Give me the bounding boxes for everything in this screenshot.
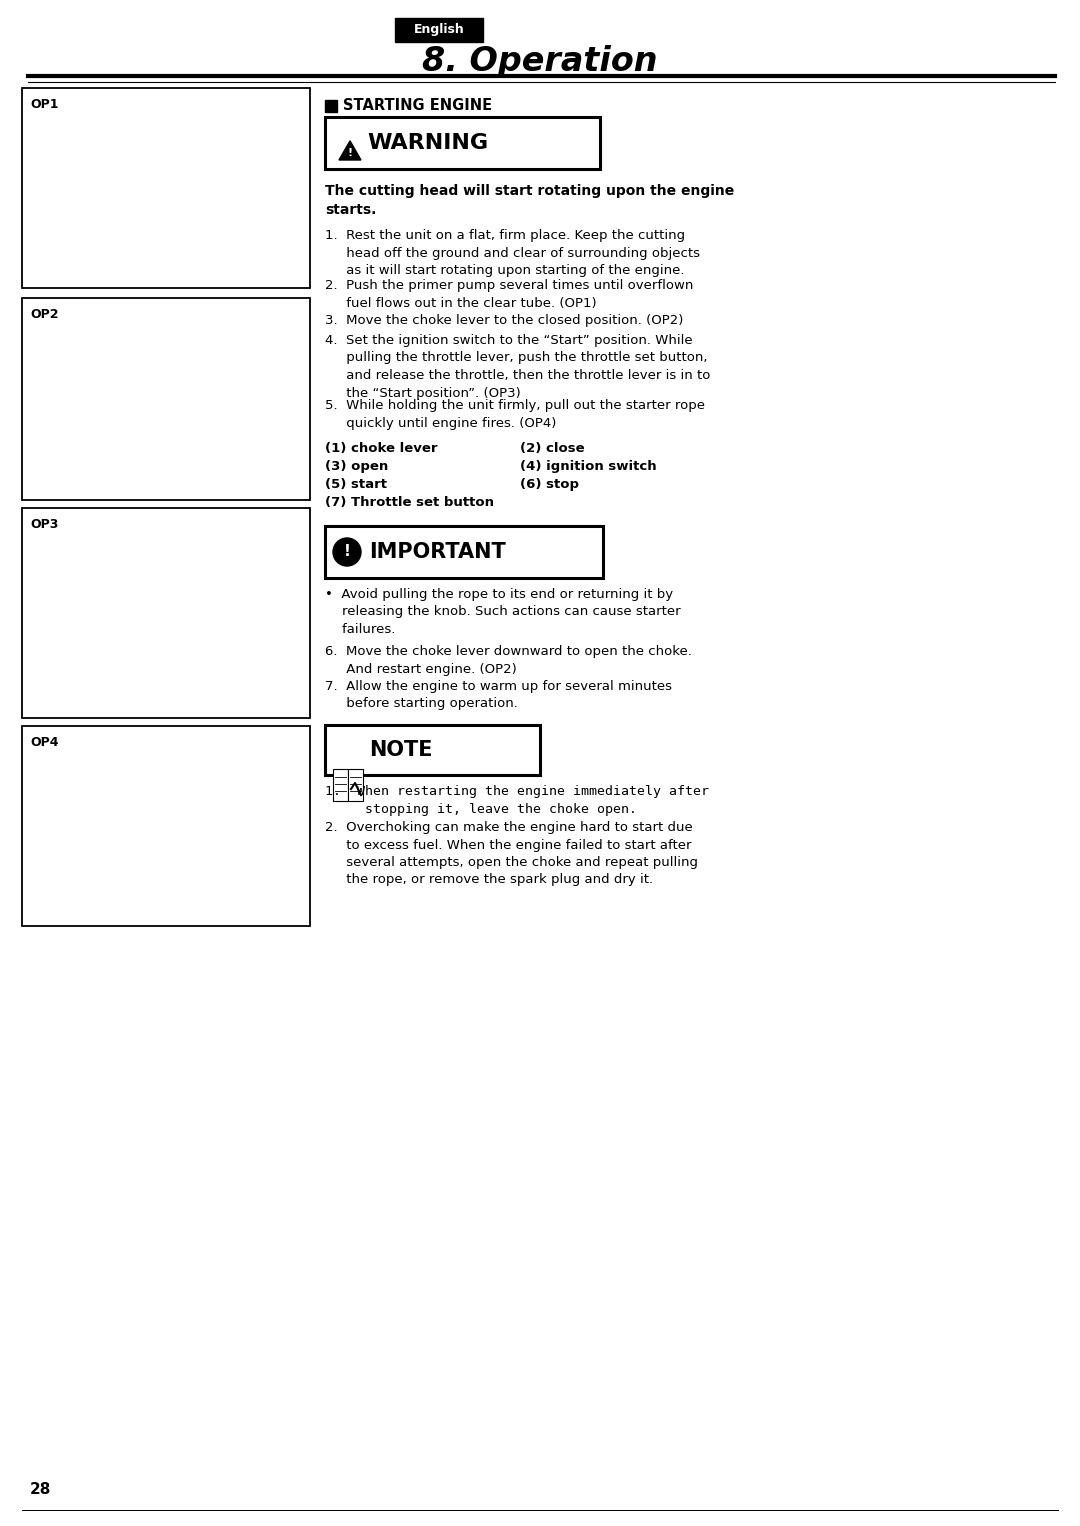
Text: (7) Throttle set button: (7) Throttle set button [325,496,494,510]
Text: The cutting head will start rotating upon the engine
starts.: The cutting head will start rotating upo… [325,185,734,218]
Bar [22,726,310,926]
Text: 2.  Push the primer pump several times until overflown
     fuel flows out in th: 2. Push the primer pump several times un… [325,279,693,310]
Text: OP2: OP2 [30,308,58,320]
Bar [333,769,348,801]
Text: (3) open: (3) open [325,459,388,473]
Text: 28: 28 [30,1482,52,1497]
Text: NOTE: NOTE [369,740,432,760]
Bar [395,18,483,43]
Text: 4.  Set the ignition switch to the “Start” position. While
     pulling the thro: 4. Set the ignition switch to the “Start… [325,334,711,400]
Text: 3.  Move the choke lever to the closed position. (OP2): 3. Move the choke lever to the closed po… [325,314,684,327]
Text: !: ! [348,148,352,159]
Bar [22,298,310,501]
Text: 5.  While holding the unit firmly, pull out the starter rope
     quickly until : 5. While holding the unit firmly, pull o… [325,398,705,429]
Text: 6.  Move the choke lever downward to open the choke.
     And restart engine. (O: 6. Move the choke lever downward to open… [325,645,692,676]
Polygon shape [339,140,361,160]
Text: IMPORTANT: IMPORTANT [369,542,505,562]
Text: (1) choke lever: (1) choke lever [325,443,437,455]
Text: 1.  Rest the unit on a flat, firm place. Keep the cutting
     head off the grou: 1. Rest the unit on a flat, firm place. … [325,229,700,278]
Bar [325,526,603,578]
Text: (6) stop: (6) stop [519,478,579,491]
Text: (4) ignition switch: (4) ignition switch [519,459,657,473]
Text: OP1: OP1 [30,98,58,110]
Circle shape [333,539,361,566]
Bar [325,101,337,111]
Text: 2.  Overchoking can make the engine hard to start due
     to excess fuel. When : 2. Overchoking can make the engine hard … [325,821,698,887]
Text: 7.  Allow the engine to warm up for several minutes
     before starting operati: 7. Allow the engine to warm up for sever… [325,681,672,711]
Text: 1.  When restarting the engine immediately after
     stopping it, leave the cho: 1. When restarting the engine immediatel… [325,784,708,815]
Bar [325,118,600,169]
Text: OP3: OP3 [30,517,58,531]
Text: (2) close: (2) close [519,443,584,455]
Text: STARTING ENGINE: STARTING ENGINE [343,99,492,113]
Text: OP4: OP4 [30,736,58,748]
Text: English: English [414,23,464,37]
Text: •  Avoid pulling the rope to its end or returning it by
    releasing the knob. : • Avoid pulling the rope to its end or r… [325,588,680,636]
Text: (5) start: (5) start [325,478,387,491]
Bar [348,769,363,801]
Text: 8. Operation: 8. Operation [422,46,658,78]
Bar [325,725,540,775]
Bar [22,89,310,288]
Text: WARNING: WARNING [367,133,488,153]
Bar [22,508,310,719]
Text: !: ! [343,543,350,559]
